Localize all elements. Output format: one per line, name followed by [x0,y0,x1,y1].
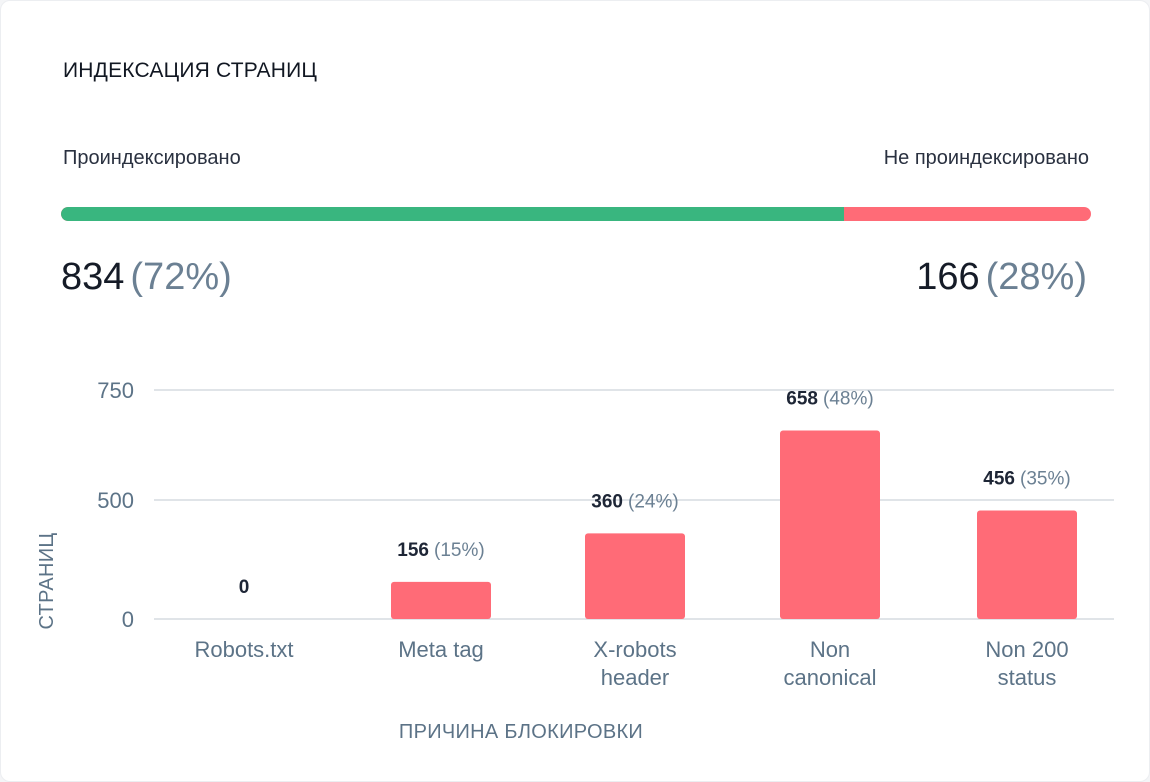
bar-percent: (48%) [823,388,874,409]
not-indexed-label: Не проиндексировано [883,147,1089,169]
x-tick-label: canonical [784,665,877,690]
bar [780,430,880,619]
indexed-count: 834 [61,256,125,298]
not-indexed-stat: 166 (28%) [916,253,1087,301]
bar-value-label: 0 [239,577,250,598]
not-indexed-count: 166 [916,256,980,298]
x-tick-label: X-robots [593,637,676,662]
bar-value-label: 156 (15%) [397,540,484,561]
bar-value-label: 456 (35%) [983,468,1070,489]
x-tick-label: Meta tag [398,637,484,662]
bar-value: 360 [591,491,623,512]
bar-value: 0 [239,577,250,598]
x-tick-label: Non [810,637,850,662]
bar-percent: (35%) [1020,468,1071,489]
bar [977,510,1077,619]
indexed-label: Проиндексировано [63,147,241,169]
bar-value: 658 [786,388,818,409]
y-axis-title: СТРАНИЦ [36,532,58,629]
y-tick-label: 500 [97,488,134,513]
x-tick-label: status [998,665,1057,690]
bar-value-label: 360 (24%) [591,491,678,512]
indexed-stat: 834 (72%) [61,253,232,301]
bar-percent: (15%) [434,540,485,561]
indexed-percent: (72%) [130,256,232,298]
bar [585,533,685,619]
bar-value: 456 [983,468,1015,489]
bar-value-label: 658 (48%) [786,388,873,409]
not-indexed-percent: (28%) [985,256,1087,298]
x-tick-label: header [601,665,670,690]
indexed-fill [61,207,844,221]
x-tick-label: Robots.txt [194,637,293,662]
bar-percent: (24%) [628,491,679,512]
indexing-progress-bar [61,207,1091,221]
x-axis-title: ПРИЧИНА БЛОКИРОВКИ [399,721,643,743]
bar-value: 156 [397,540,429,561]
bar [391,581,491,619]
y-tick-label: 750 [97,378,134,403]
x-tick-label: Non 200 [985,637,1068,662]
card-title: ИНДЕКСАЦИЯ СТРАНИЦ [63,59,318,82]
y-tick-label: 0 [122,607,134,632]
